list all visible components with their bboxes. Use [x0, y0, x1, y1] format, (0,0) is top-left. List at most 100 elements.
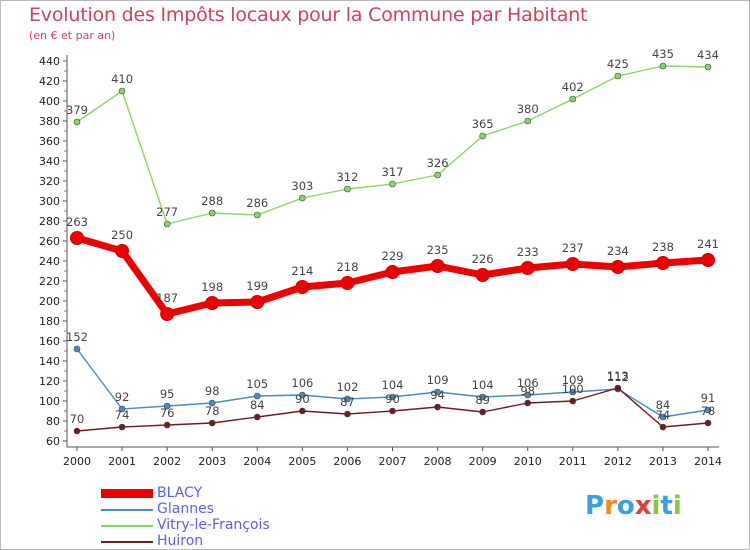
data-label-blacy: 198 — [201, 280, 223, 294]
y-tick-label: 360 — [39, 135, 60, 148]
data-point-huiron — [73, 427, 81, 435]
data-label-blacy: 235 — [427, 243, 449, 257]
legend-label: Glannes — [157, 501, 214, 517]
data-point-blacy — [295, 280, 310, 294]
series-layer — [70, 62, 715, 435]
legend-swatch — [101, 525, 153, 527]
data-point-blacy — [385, 265, 400, 279]
x-tick-label: 2010 — [514, 455, 542, 468]
data-label-blacy: 218 — [336, 260, 358, 274]
data-label-blacy: 263 — [66, 215, 88, 229]
data-label-huiron: 76 — [160, 406, 175, 420]
x-tick-label: 2006 — [333, 455, 361, 468]
data-point-huiron — [659, 423, 667, 431]
data-label-glannes: 102 — [336, 380, 358, 394]
logo-letter: o — [616, 491, 635, 521]
y-tick-label: 440 — [39, 55, 60, 68]
data-point-huiron — [344, 410, 351, 418]
y-tick-label: 220 — [39, 275, 60, 288]
y-tick-label: 420 — [39, 75, 60, 88]
x-tick-label: 2004 — [243, 455, 271, 468]
y-tick-label: 140 — [39, 355, 60, 368]
data-point-glannes — [73, 345, 81, 353]
legend-label: BLACY — [157, 485, 203, 501]
data-point-huiron — [479, 408, 486, 416]
data-label-vitry-le-fran-ois: 435 — [652, 47, 674, 61]
series-vitry-le-fran-ois — [73, 62, 712, 228]
data-label-vitry-le-fran-ois: 277 — [156, 205, 178, 219]
data-label-huiron: 90 — [295, 392, 310, 406]
logo-letter: t — [660, 491, 673, 521]
legend: BLACY Glannes Vitry-le-François Huiron — [101, 485, 361, 549]
legend-item-glannes: Glannes — [101, 501, 361, 517]
data-labels-layer: 152 92 95 98 105 106 102 104 109 104 106 109 112 84 91… — [66, 47, 719, 426]
series-huiron — [73, 384, 712, 435]
data-point-glannes — [163, 402, 171, 410]
x-tick-label: 2008 — [424, 455, 452, 468]
data-point-huiron — [614, 384, 622, 392]
y-tick-label: 240 — [39, 255, 60, 268]
data-point-vitry-le-fran-ois — [479, 132, 486, 140]
data-point-vitry-le-fran-ois — [704, 63, 712, 71]
series-blacy — [70, 231, 715, 321]
data-point-blacy — [340, 276, 355, 290]
x-tick-label: 2007 — [379, 455, 407, 468]
legend-swatch — [101, 541, 153, 543]
x-tick-label: 2002 — [153, 455, 181, 468]
data-label-glannes: 109 — [562, 373, 584, 387]
data-label-huiron: 78 — [701, 404, 716, 418]
data-point-blacy — [520, 261, 535, 275]
data-point-blacy — [701, 253, 715, 267]
data-point-huiron — [208, 419, 216, 427]
data-label-blacy: 241 — [697, 237, 719, 251]
logo-letter: i — [672, 491, 682, 521]
y-tick-label: 80 — [46, 415, 60, 428]
data-label-blacy: 238 — [652, 240, 674, 254]
data-point-vitry-le-fran-ois — [253, 211, 261, 219]
data-point-vitry-le-fran-ois — [659, 62, 667, 70]
y-tick-label: 340 — [39, 155, 60, 168]
data-label-glannes: 98 — [205, 384, 220, 398]
chart-subtitle: (en € et par an) — [29, 29, 116, 42]
data-label-glannes: 112 — [607, 370, 629, 384]
data-point-huiron — [434, 403, 441, 411]
data-label-blacy: 229 — [382, 249, 404, 263]
x-tick-label: 2014 — [694, 455, 722, 468]
logo-letter: P — [585, 491, 605, 521]
y-tick-label: 320 — [39, 175, 60, 188]
data-point-vitry-le-fran-ois — [118, 87, 126, 95]
data-point-vitry-le-fran-ois — [208, 209, 216, 217]
data-point-glannes — [524, 391, 532, 399]
data-label-vitry-le-fran-ois: 380 — [517, 102, 539, 116]
data-point-blacy — [70, 231, 84, 245]
data-point-blacy — [430, 259, 445, 273]
data-label-glannes: 84 — [656, 398, 671, 412]
data-label-glannes: 104 — [472, 378, 494, 392]
data-point-vitry-le-fran-ois — [163, 220, 171, 228]
data-point-glannes — [659, 413, 667, 421]
y-tick-label: 160 — [39, 335, 60, 348]
data-label-huiron: 74 — [656, 408, 671, 422]
data-point-blacy — [475, 268, 490, 282]
data-point-glannes — [344, 395, 351, 403]
y-tick-label: 380 — [39, 115, 60, 128]
y-tick-label: 400 — [39, 95, 60, 108]
data-point-glannes — [208, 399, 216, 407]
data-label-blacy: 233 — [517, 245, 539, 259]
legend-item-blacy: BLACY — [101, 485, 361, 501]
data-label-glannes: 104 — [382, 378, 404, 392]
data-label-vitry-le-fran-ois: 326 — [427, 156, 449, 170]
data-label-blacy: 234 — [607, 244, 629, 258]
data-point-vitry-le-fran-ois — [299, 194, 306, 202]
data-point-glannes — [434, 388, 441, 396]
logo-letter: x — [634, 491, 652, 521]
data-label-huiron: 113 — [607, 369, 629, 383]
data-label-vitry-le-fran-ois: 286 — [246, 196, 268, 210]
data-label-huiron: 94 — [430, 388, 445, 402]
proxiti-logo: Proxiti — [585, 491, 682, 521]
x-tick-label: 2001 — [108, 455, 136, 468]
data-point-huiron — [299, 407, 306, 415]
data-label-glannes: 106 — [291, 376, 313, 390]
